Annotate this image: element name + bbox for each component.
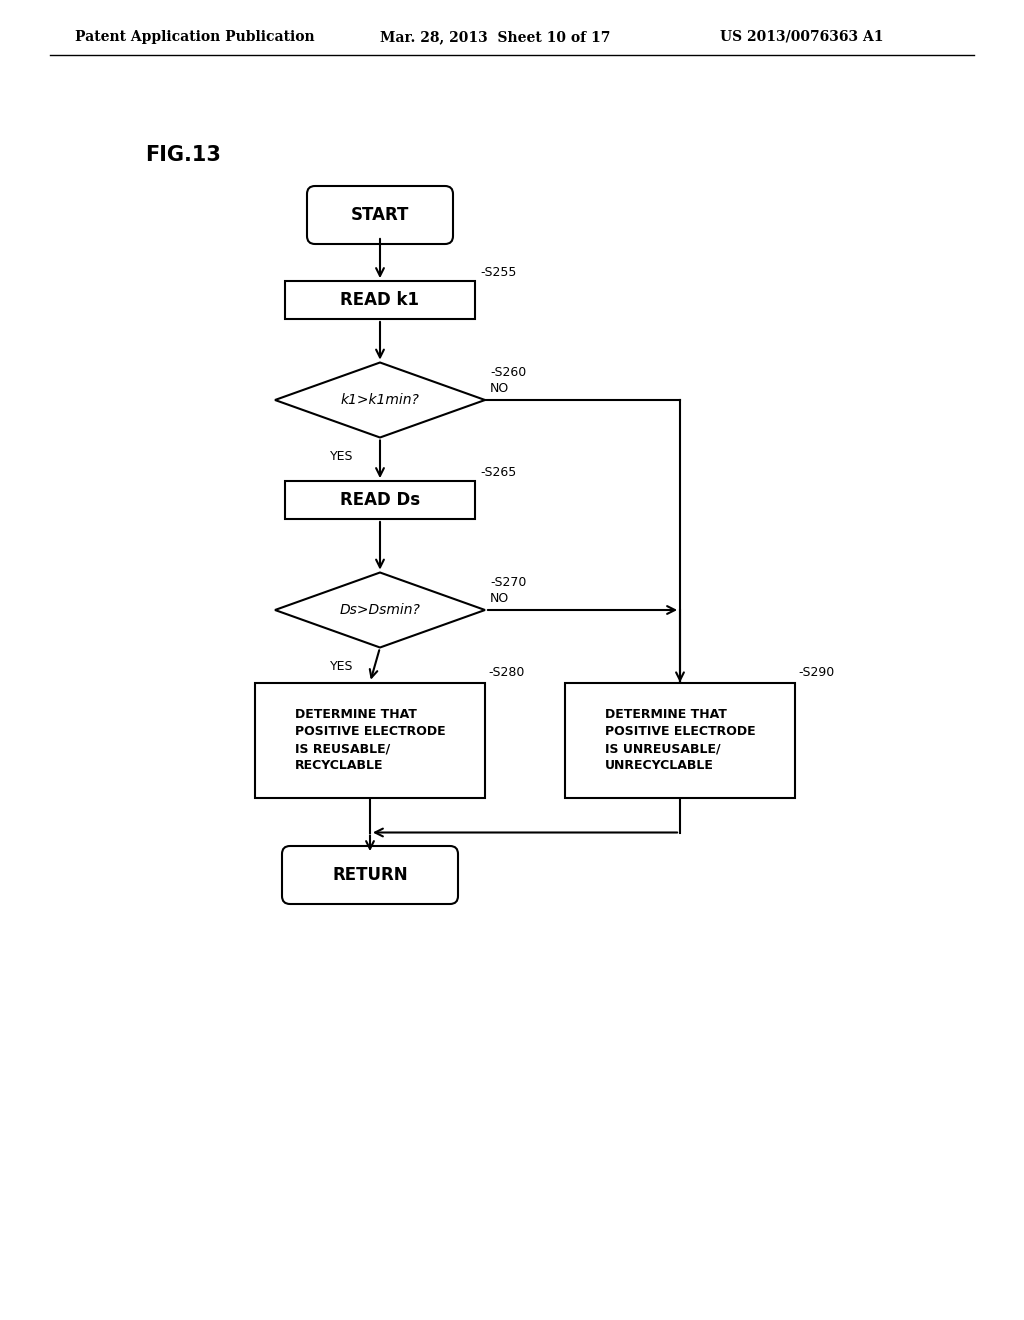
Text: RETURN: RETURN [332,866,408,884]
Text: -S255: -S255 [480,265,516,279]
Text: US 2013/0076363 A1: US 2013/0076363 A1 [720,30,884,44]
Bar [565,682,795,797]
Bar [285,480,475,519]
Text: START: START [351,206,410,224]
Bar [255,682,485,797]
Text: YES: YES [331,660,353,672]
Text: -S290: -S290 [798,667,835,678]
Text: READ Ds: READ Ds [340,491,420,510]
FancyBboxPatch shape [282,846,458,904]
FancyBboxPatch shape [307,186,453,244]
Text: -S270: -S270 [490,576,526,589]
Text: DETERMINE THAT
POSITIVE ELECTRODE
IS UNREUSABLE/
UNRECYCLABLE: DETERMINE THAT POSITIVE ELECTRODE IS UNR… [605,708,756,772]
Text: Mar. 28, 2013  Sheet 10 of 17: Mar. 28, 2013 Sheet 10 of 17 [380,30,610,44]
Text: NO: NO [490,381,509,395]
Text: -S280: -S280 [488,667,524,678]
Text: READ k1: READ k1 [341,290,420,309]
Text: -S265: -S265 [480,466,516,479]
Text: DETERMINE THAT
POSITIVE ELECTRODE
IS REUSABLE/
RECYCLABLE: DETERMINE THAT POSITIVE ELECTRODE IS REU… [295,708,445,772]
Polygon shape [275,363,485,437]
Text: FIG.13: FIG.13 [145,145,221,165]
Bar [285,281,475,319]
Text: YES: YES [331,450,353,462]
Text: Ds>Dsmin?: Ds>Dsmin? [340,603,421,616]
Text: NO: NO [490,591,509,605]
Text: -S260: -S260 [490,366,526,379]
Text: Patent Application Publication: Patent Application Publication [75,30,314,44]
Polygon shape [275,573,485,648]
Text: k1>k1min?: k1>k1min? [341,393,420,407]
